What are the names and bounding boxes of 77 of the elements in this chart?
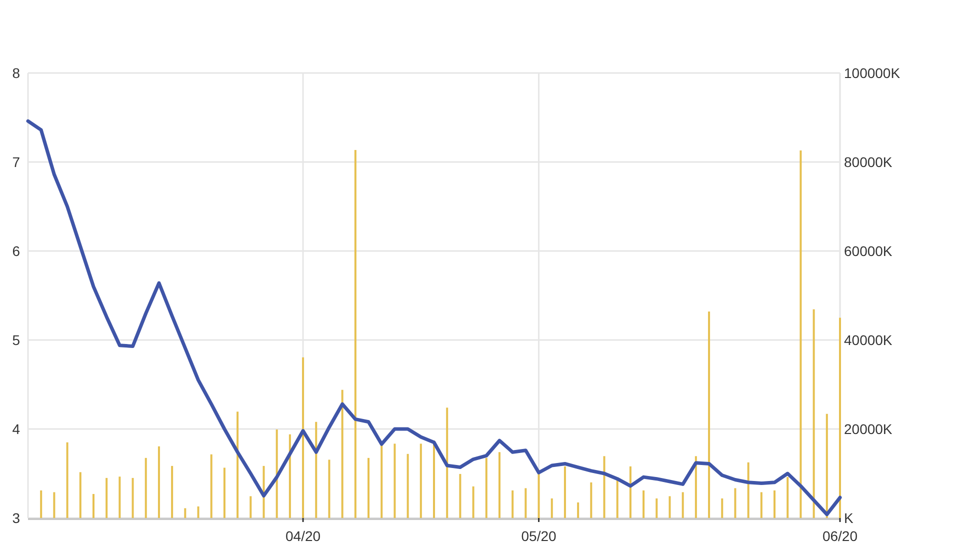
bar: [276, 429, 278, 518]
bar: [380, 445, 383, 518]
bar: [616, 480, 618, 518]
bar: [210, 454, 212, 518]
bar: [629, 466, 632, 518]
bar: [826, 414, 828, 518]
bar: [721, 498, 724, 518]
bar: [236, 412, 239, 518]
bar: [288, 434, 291, 518]
y-tick-label: 5: [12, 332, 20, 348]
bar: [341, 390, 344, 518]
bar: [184, 508, 186, 518]
y2-tick-label: 100000K: [844, 64, 901, 81]
bar: [760, 492, 762, 518]
bar: [538, 474, 540, 518]
bar: [603, 456, 606, 518]
bar: [420, 444, 422, 518]
bar: [812, 309, 815, 518]
bar: [144, 458, 147, 518]
bar: [524, 488, 527, 518]
bar: [302, 357, 304, 518]
y-tick-label: 7: [12, 154, 20, 170]
bar: [40, 490, 42, 518]
y2-tick-label: 20000K: [844, 420, 893, 437]
bar: [839, 318, 841, 518]
x-tick-label: 05/20: [521, 528, 556, 544]
bar: [800, 150, 802, 518]
bar: [394, 444, 396, 518]
bar: [433, 440, 435, 518]
bar: [66, 442, 68, 518]
bar: [577, 502, 580, 518]
bar: [564, 466, 566, 518]
y2-tick-label: 60000K: [844, 242, 893, 259]
bar: [158, 446, 160, 518]
bar: [223, 468, 226, 518]
bar: [786, 477, 789, 518]
bar: [132, 478, 134, 518]
bar: [550, 498, 553, 518]
bar: [446, 408, 448, 518]
bar: [472, 486, 474, 518]
bar: [668, 496, 671, 518]
bar: [485, 458, 488, 518]
y2-tick-label: 80000K: [844, 154, 893, 170]
bar: [171, 466, 174, 518]
x-tick-label: 04/20: [286, 528, 321, 544]
bar: [250, 496, 252, 518]
bar: [459, 474, 462, 518]
bar: [92, 494, 94, 518]
x-tick-label: 06/20: [822, 528, 858, 544]
bar: [694, 456, 697, 518]
bar: [656, 498, 658, 518]
y2-tick-label: 40000K: [844, 332, 893, 348]
bar: [747, 462, 750, 518]
y-tick-label: 8: [12, 64, 20, 81]
bar: [197, 506, 200, 518]
bar: [708, 312, 710, 518]
bar: [315, 422, 318, 518]
bar: [53, 492, 56, 518]
y-tick-label: 6: [12, 242, 20, 259]
bar: [734, 488, 736, 518]
bar: [590, 482, 592, 518]
bar: [79, 472, 82, 518]
bar: [106, 478, 108, 518]
bar: [118, 476, 121, 518]
bar: [354, 150, 356, 518]
y-tick-label: 4: [12, 420, 20, 437]
bar: [512, 490, 514, 518]
bar: [498, 452, 500, 518]
y2-tick-label: K: [844, 510, 854, 526]
bar: [406, 454, 409, 518]
bar: [682, 492, 684, 518]
bar: [642, 490, 645, 518]
bar: [774, 490, 776, 518]
y-tick-label: 3: [12, 510, 20, 526]
line-series: [26, 119, 842, 516]
bar: [328, 460, 330, 518]
bar: [368, 458, 370, 518]
